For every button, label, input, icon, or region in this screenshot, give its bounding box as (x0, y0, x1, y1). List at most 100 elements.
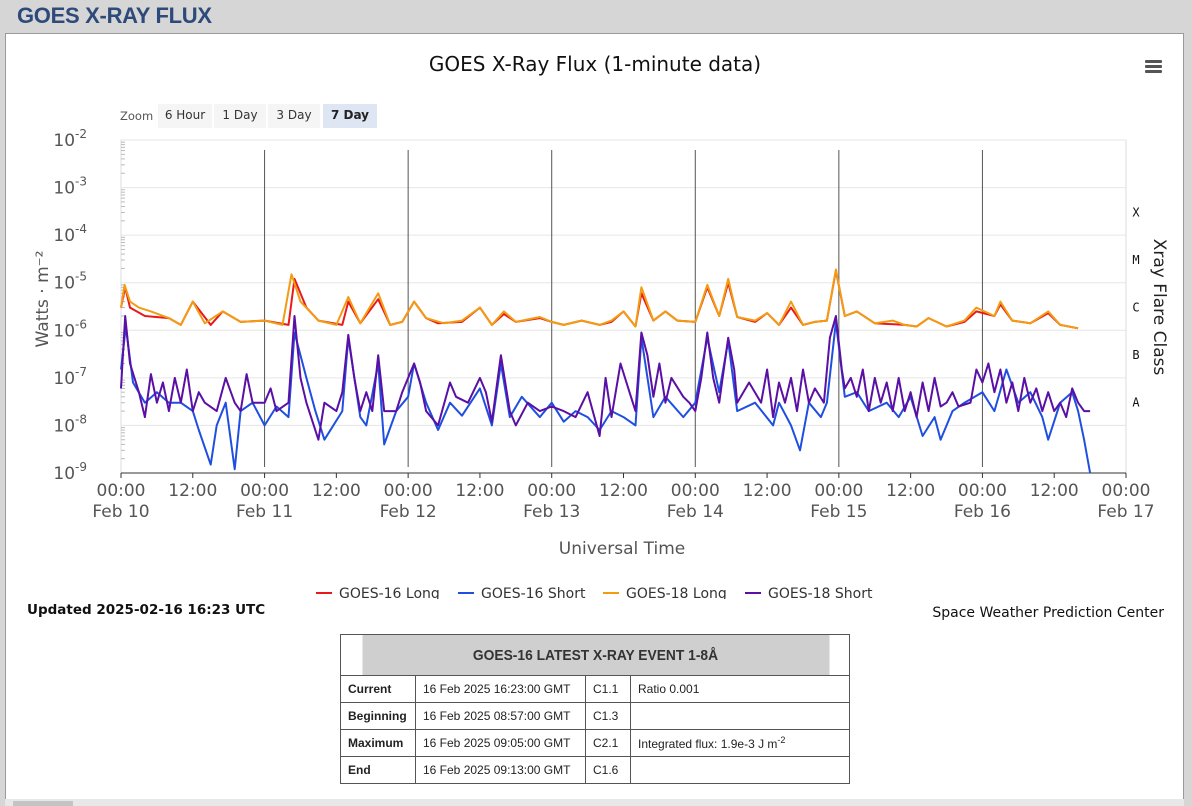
y-tick-label: 10-3 (53, 175, 87, 199)
x-tick-label: 00:00 (97, 481, 146, 501)
integrated-flux-unit-sup: -2 (777, 735, 786, 745)
y-axis: 10-9 10-8 10-7 10-6 10-5 10-4 10-3 10-2 (53, 127, 87, 484)
y-tick-exponent: -5 (75, 270, 87, 284)
flare-class-label: B (1132, 348, 1139, 362)
scrollbar-thumb[interactable] (13, 801, 73, 806)
event-table-header: GOES-16 LATEST X-RAY EVENT 1-8Å (341, 634, 850, 676)
zoom-button-1d[interactable] (214, 104, 266, 128)
x-tick-date-label: Feb 15 (810, 502, 867, 522)
xray-flux-chart: GOES X-Ray Flux (1-minute data) Zoom 6 H… (33, 52, 1169, 599)
x-tick-date-label: Feb 11 (236, 502, 293, 522)
x-tick-label: 00:00 (671, 481, 720, 501)
x-tick-label: 00:00 (527, 481, 576, 501)
series-line (120, 315, 1091, 441)
table-row: Current 16 Feb 2025 16:23:00 GMT C1.1 Ra… (340, 675, 850, 703)
table-row: Beginning 16 Feb 2025 08:57:00 GMT C1.3 (340, 702, 850, 730)
row-note: Ratio 0.001 (630, 675, 850, 703)
chart-title: GOES X-Ray Flux (1-minute data) (429, 52, 761, 76)
row-label: Maximum (340, 729, 416, 757)
y-tick-label: 10-7 (53, 365, 87, 389)
flare-class-label: X (1132, 205, 1140, 219)
chart-grid (120, 139, 1127, 474)
x-tick-label: 00:00 (240, 481, 289, 501)
chart-series (120, 268, 1092, 474)
row-label: Current (340, 675, 416, 703)
x-tick-date-label: Feb 12 (380, 502, 437, 522)
x-axis-label: Universal Time (559, 539, 685, 559)
horizontal-scrollbar[interactable] (5, 799, 1184, 806)
zoom-button-3d-label[interactable]: 3 Day (276, 108, 311, 122)
row-note (630, 702, 850, 730)
row-class: C1.6 (585, 756, 631, 784)
x-tick-label: 12:00 (312, 481, 361, 501)
flare-class-axis: X M C B A (1132, 205, 1140, 409)
legend-item: GOES-16 Short (458, 586, 586, 599)
y-tick-label: 10-6 (53, 317, 87, 341)
x-tick-date-label: Feb 14 (667, 502, 724, 522)
flare-class-label: C (1132, 301, 1139, 315)
x-tick-label: 12:00 (743, 481, 792, 501)
zoom-button-6h-label[interactable]: 6 Hour (165, 108, 205, 122)
zoom-button-7d-label[interactable]: 7 Day (331, 108, 369, 122)
zoom-button-7d[interactable] (323, 104, 377, 128)
table-row: Maximum 16 Feb 2025 09:05:00 GMT C2.1 In… (340, 729, 850, 757)
x-tick-label: 12:00 (1030, 481, 1079, 501)
x-tick-date-label: Feb 10 (92, 502, 149, 522)
series-line (120, 268, 1079, 330)
y2-axis-label: Xray Flare Class (1149, 239, 1169, 376)
y-tick-exponent: -8 (75, 412, 87, 426)
zoom-button-6h[interactable] (158, 104, 212, 128)
row-class: C1.1 (585, 675, 631, 703)
chart-legend: GOES-16 Long GOES-16 Short GOES-18 Long GOE… (316, 586, 873, 599)
row-label: Beginning (340, 702, 416, 730)
x-tick-date-label: Feb 13 (523, 502, 580, 522)
zoom-button-3d[interactable] (268, 104, 320, 128)
row-time: 16 Feb 2025 09:13:00 GMT (415, 756, 586, 784)
legend-item: GOES-18 Long (603, 586, 727, 599)
x-tick-date-label: Feb 16 (954, 502, 1011, 522)
legend-label: GOES-18 Short (768, 586, 873, 599)
zoom-control: Zoom 6 Hour 1 Day 3 Day 7 Day (120, 104, 377, 128)
updated-timestamp: Updated 2025-02-16 16:23 UTC (27, 602, 266, 618)
chart-menu-icon[interactable] (1145, 60, 1162, 74)
y-axis-label: Watts · m⁻² (33, 251, 53, 348)
y-tick-label: 10-9 (53, 460, 87, 484)
x-tick-label: 12:00 (168, 481, 217, 501)
flare-class-label: M (1132, 253, 1139, 267)
flare-class-label: A (1132, 396, 1140, 410)
legend-item: GOES-16 Long (316, 586, 440, 599)
legend-label: GOES-16 Short (481, 586, 586, 599)
legend-label: GOES-18 Long (626, 586, 727, 599)
zoom-label: Zoom (120, 109, 153, 123)
row-note (630, 756, 850, 784)
row-note-integrated: Integrated flux: 1.9e-3 J m-2 (630, 729, 850, 757)
event-table: GOES-16 LATEST X-RAY EVENT 1-8Å Current … (340, 634, 850, 784)
zoom-button-1d-label[interactable]: 1 Day (222, 108, 257, 122)
x-tick-label: 00:00 (958, 481, 1007, 501)
y-tick-label: 10-8 (53, 412, 87, 436)
row-class: C1.3 (585, 702, 631, 730)
y-tick-label: 10-5 (53, 270, 87, 294)
y-tick-exponent: -2 (75, 127, 87, 141)
legend-label: GOES-16 Long (339, 586, 440, 599)
row-class: C2.1 (585, 729, 631, 757)
x-tick-label: 00:00 (1102, 481, 1151, 501)
integrated-flux-text: Integrated flux: 1.9e-3 J m (638, 737, 778, 751)
x-tick-label: 12:00 (455, 481, 504, 501)
page-title: GOES X-RAY FLUX (17, 3, 212, 28)
y-tick-label: 10-4 (53, 222, 87, 246)
legend-item: GOES-18 Short (745, 586, 873, 599)
table-row: End 16 Feb 2025 09:13:00 GMT C1.6 (340, 756, 850, 784)
x-tick-date-label: Feb 17 (1097, 502, 1154, 522)
y-tick-exponent: -9 (75, 460, 87, 474)
event-table-title: GOES-16 LATEST X-RAY EVENT 1-8Å (360, 634, 830, 676)
series-line (120, 320, 1092, 474)
row-time: 16 Feb 2025 16:23:00 GMT (415, 675, 586, 703)
y-tick-exponent: -6 (75, 317, 87, 331)
y-tick-exponent: -4 (75, 222, 87, 236)
row-time: 16 Feb 2025 09:05:00 GMT (415, 729, 586, 757)
plot-area (120, 139, 1127, 474)
credit-text: Space Weather Prediction Center (932, 605, 1164, 621)
x-tick-label: 00:00 (814, 481, 863, 501)
